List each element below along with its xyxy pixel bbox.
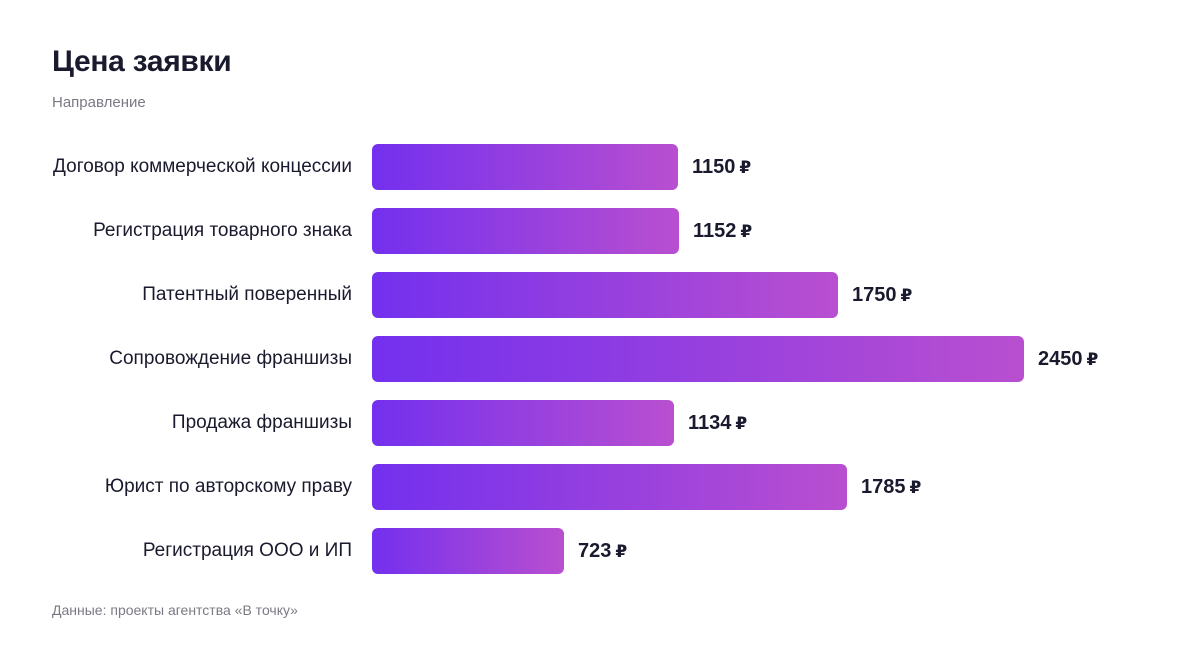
chart-title: Цена заявки bbox=[52, 45, 232, 78]
bar bbox=[372, 336, 1024, 382]
currency-symbol: ₽ bbox=[1086, 350, 1099, 370]
bar bbox=[372, 272, 838, 318]
bar-row: Регистрация товарного знака 1152 ₽ bbox=[0, 208, 1200, 254]
bar bbox=[372, 144, 678, 190]
value-label: 1150 ₽ bbox=[692, 144, 751, 190]
value-number: 2450 bbox=[1038, 348, 1083, 370]
category-label: Юрист по авторскому праву bbox=[104, 476, 352, 497]
currency-symbol: ₽ bbox=[739, 158, 752, 178]
value-number: 1152 bbox=[693, 220, 737, 242]
bar-row: Продажа франшизы 1134 ₽ bbox=[0, 400, 1200, 446]
currency-symbol: ₽ bbox=[735, 414, 748, 434]
category-label: Регистрация товарного знака bbox=[93, 220, 352, 241]
category-label: Патентный поверенный bbox=[142, 284, 352, 305]
bar bbox=[372, 400, 674, 446]
value-number: 723 bbox=[578, 540, 612, 562]
value-number: 1150 bbox=[692, 156, 736, 178]
bar-row: Договор коммерческой концессии 1150 ₽ bbox=[0, 144, 1200, 190]
category-label: Договор коммерческой концессии bbox=[53, 156, 352, 177]
bar bbox=[372, 208, 679, 254]
bar-row: Юрист по авторскому праву 1785 ₽ bbox=[0, 464, 1200, 510]
value-label: 2450 ₽ bbox=[1038, 336, 1098, 382]
value-label: 1152 ₽ bbox=[693, 208, 752, 254]
currency-symbol: ₽ bbox=[615, 542, 628, 562]
value-label: 1134 ₽ bbox=[688, 400, 747, 446]
value-label: 1750 ₽ bbox=[852, 272, 912, 318]
bar bbox=[372, 528, 564, 574]
currency-symbol: ₽ bbox=[909, 478, 922, 498]
value-label: 723 ₽ bbox=[578, 528, 627, 574]
bar-row: Регистрация ООО и ИП 723 ₽ bbox=[0, 528, 1200, 574]
bar-row: Патентный поверенный 1750 ₽ bbox=[0, 272, 1200, 318]
category-label: Сопровождение франшизы bbox=[109, 348, 352, 369]
value-label: 1785 ₽ bbox=[861, 464, 921, 510]
currency-symbol: ₽ bbox=[900, 286, 913, 306]
chart-subtitle: Направление bbox=[52, 94, 146, 111]
category-label: Продажа франшизы bbox=[171, 412, 352, 433]
bar bbox=[372, 464, 847, 510]
value-number: 1134 bbox=[688, 412, 732, 434]
value-number: 1750 bbox=[852, 284, 897, 306]
category-label: Регистрация ООО и ИП bbox=[142, 540, 352, 561]
bar-row: Сопровождение франшизы 2450 ₽ bbox=[0, 336, 1200, 382]
chart-source: Данные: проекты агентства «В точку» bbox=[52, 602, 298, 618]
currency-symbol: ₽ bbox=[740, 222, 753, 242]
value-number: 1785 bbox=[861, 476, 906, 498]
